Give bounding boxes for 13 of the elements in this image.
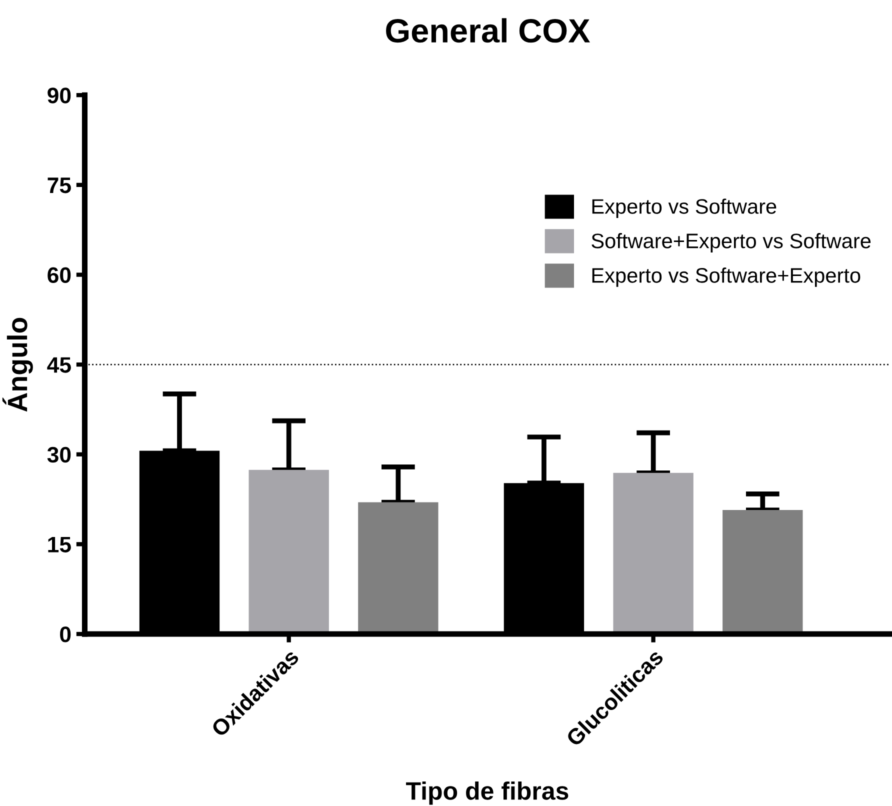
y-tick-label: 90 <box>48 88 71 104</box>
y-tick-label: 60 <box>48 267 71 284</box>
legend-label: Experto vs Software+Experto <box>592 268 860 287</box>
y-axis-title: Ángulo <box>2 318 33 412</box>
y-tick-label: 0 <box>60 626 71 642</box>
x-axis-title: Tipo de fibras <box>406 781 568 805</box>
legend-label: Experto vs Software <box>592 198 776 218</box>
y-tick-label: 75 <box>48 178 71 194</box>
chart-title: General COX <box>386 18 590 43</box>
y-tick-label: 15 <box>48 536 71 552</box>
legend-label: Software+Experto vs Software <box>592 233 871 252</box>
y-tick-label: 45 <box>47 357 71 373</box>
y-tick-label: 30 <box>47 446 71 463</box>
